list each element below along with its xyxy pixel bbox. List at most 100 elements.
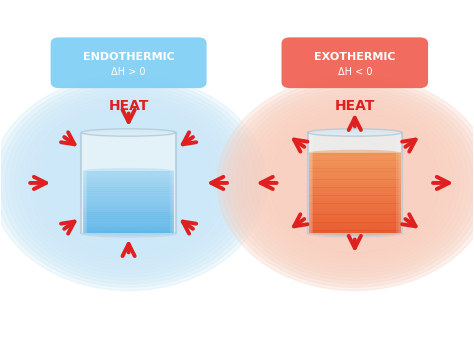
Bar [82, 133, 84, 233]
Bar [399, 133, 402, 233]
Ellipse shape [217, 75, 474, 291]
Bar [83, 221, 174, 223]
Ellipse shape [241, 92, 469, 274]
Ellipse shape [308, 129, 402, 136]
Bar [309, 166, 401, 169]
Bar [172, 133, 176, 233]
Bar [309, 203, 401, 206]
Ellipse shape [10, 89, 247, 277]
Bar [309, 185, 401, 188]
Bar [83, 173, 174, 175]
Text: HEAT: HEAT [109, 99, 149, 113]
Bar [309, 220, 401, 223]
Bar [309, 155, 401, 158]
Ellipse shape [5, 85, 252, 280]
Ellipse shape [0, 82, 257, 284]
FancyBboxPatch shape [51, 37, 207, 88]
Bar [83, 196, 174, 198]
Bar [83, 212, 174, 215]
Bar [309, 222, 401, 225]
Bar [309, 190, 401, 193]
Bar [309, 160, 401, 163]
Bar [309, 152, 401, 155]
FancyBboxPatch shape [82, 133, 176, 233]
Text: ENDOTHERMIC: ENDOTHERMIC [83, 52, 174, 62]
Bar [309, 198, 401, 201]
Bar [83, 189, 174, 192]
Bar [309, 225, 401, 228]
Bar [309, 174, 401, 177]
Bar [308, 133, 310, 233]
Bar [83, 171, 174, 173]
Bar [83, 208, 174, 211]
Bar [309, 133, 401, 153]
Bar [309, 209, 401, 212]
Bar [83, 187, 174, 190]
Bar [83, 175, 174, 177]
Bar [309, 163, 401, 166]
Ellipse shape [20, 96, 237, 271]
Bar [309, 193, 401, 196]
Ellipse shape [0, 75, 266, 291]
Bar [83, 133, 174, 171]
Bar [83, 191, 174, 194]
Ellipse shape [309, 150, 401, 156]
Ellipse shape [246, 96, 464, 271]
Bar [309, 228, 401, 231]
Bar [309, 187, 401, 190]
Ellipse shape [308, 230, 402, 237]
Bar [398, 133, 402, 233]
Bar [309, 158, 401, 161]
Bar [309, 177, 401, 180]
Text: ΔH < 0: ΔH < 0 [337, 67, 372, 77]
FancyBboxPatch shape [308, 133, 402, 233]
Bar [83, 223, 174, 225]
Bar [308, 133, 312, 233]
Bar [83, 185, 174, 187]
Bar [309, 217, 401, 220]
Bar [170, 133, 176, 233]
Bar [83, 231, 174, 233]
Bar [83, 194, 174, 196]
Ellipse shape [39, 109, 219, 257]
Bar [83, 200, 174, 202]
Ellipse shape [15, 92, 242, 274]
Bar [83, 214, 174, 217]
Ellipse shape [265, 109, 445, 257]
Bar [82, 133, 86, 233]
Ellipse shape [82, 129, 176, 136]
Ellipse shape [260, 106, 449, 260]
Bar [309, 179, 401, 182]
Bar [83, 210, 174, 213]
Bar [309, 212, 401, 215]
Bar [309, 214, 401, 217]
Ellipse shape [82, 230, 176, 237]
Ellipse shape [236, 89, 474, 277]
Bar [83, 177, 174, 179]
Ellipse shape [255, 102, 454, 264]
Bar [83, 218, 174, 221]
Bar [396, 133, 402, 233]
Ellipse shape [227, 82, 474, 284]
Bar [83, 216, 174, 219]
Bar [309, 195, 401, 198]
Bar [173, 133, 176, 233]
Ellipse shape [309, 231, 401, 236]
Bar [83, 206, 174, 208]
Bar [83, 204, 174, 206]
Bar [83, 225, 174, 227]
Ellipse shape [83, 168, 174, 174]
Bar [83, 227, 174, 229]
Bar [83, 198, 174, 200]
Ellipse shape [83, 231, 174, 236]
Bar [309, 182, 401, 185]
FancyBboxPatch shape [282, 37, 428, 88]
Bar [308, 133, 313, 233]
Bar [309, 168, 401, 172]
Bar [309, 231, 401, 233]
Bar [309, 171, 401, 174]
Ellipse shape [25, 99, 233, 267]
Bar [309, 201, 401, 204]
Bar [83, 181, 174, 183]
Bar [83, 229, 174, 231]
